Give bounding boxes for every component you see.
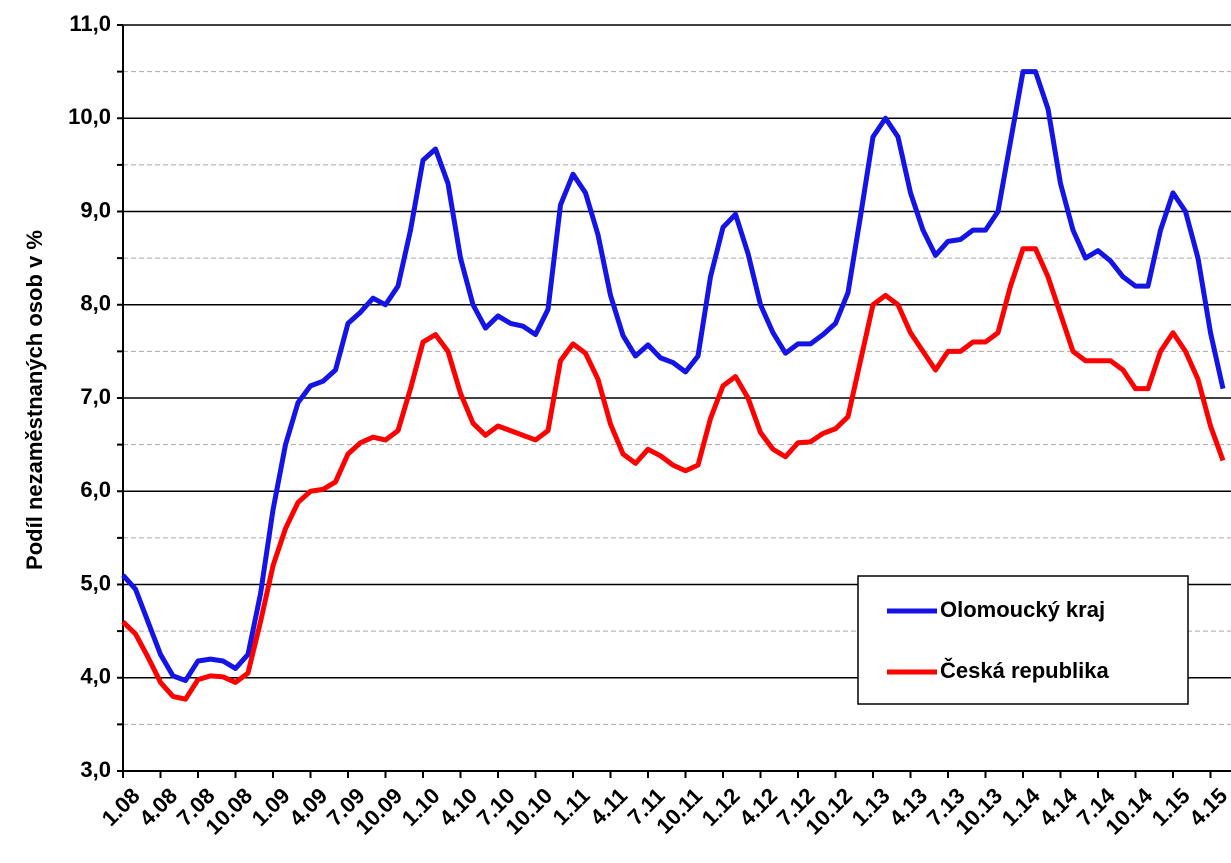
x-tick-label: 4.13: [884, 783, 932, 831]
x-tick-label: 1.11: [548, 783, 595, 830]
x-tick-label: 4.12: [734, 783, 782, 831]
x-tick-label: 4.11: [585, 783, 632, 830]
y-tick-label: 6,0: [80, 477, 111, 502]
x-tick-label: 1.14: [997, 782, 1045, 830]
x-tick-label: 1.10: [397, 783, 445, 831]
x-tick-label: 4.15: [1184, 783, 1231, 831]
x-tick-label: 1.08: [97, 783, 145, 831]
x-tick-label: 4.14: [1034, 782, 1082, 830]
y-tick-label: 7,0: [80, 384, 111, 409]
y-tick-label: 8,0: [80, 291, 111, 316]
series-line: [121, 246, 1226, 702]
x-tick-label: 4.10: [434, 783, 482, 831]
y-tick-label: 10,0: [68, 104, 111, 129]
legend-box: [857, 575, 1189, 705]
y-tick-label: 11,0: [69, 11, 111, 36]
x-tick-label: 4.08: [134, 783, 182, 831]
y-tick-label: 4,0: [80, 664, 111, 689]
y-tick-label: 5,0: [80, 570, 111, 595]
x-tick-label: 1.09: [247, 783, 295, 831]
y-axis-label: Podíl nezaměstnaných osob v %: [22, 230, 47, 570]
series-line: [121, 69, 1226, 684]
x-tick-label: 1.15: [1147, 783, 1195, 831]
x-tick-label: 4.09: [284, 783, 332, 831]
y-tick-label: 3,0: [80, 757, 111, 782]
legend-label: Olomoucký kraj: [940, 597, 1105, 622]
y-tick-label: 9,0: [80, 197, 111, 222]
legend-label: Česká republika: [940, 658, 1110, 683]
x-tick-label: 1.13: [847, 783, 895, 831]
x-tick-label: 1.12: [697, 783, 745, 831]
